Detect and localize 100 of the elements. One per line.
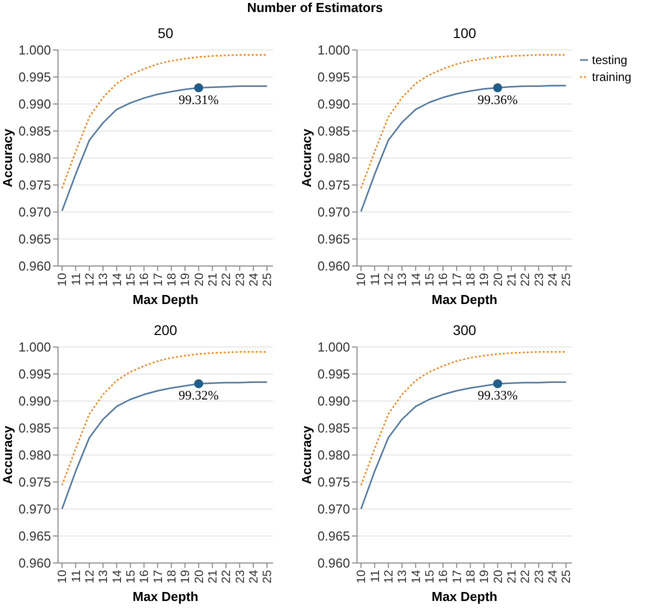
y-tick-label: 0.965 [317,528,350,544]
y-tick-label: 0.980 [18,150,51,166]
x-tick-label: 14 [110,570,124,584]
y-axis-title: Accuracy [0,128,15,188]
y-tick-label: 0.970 [317,204,350,220]
annotation: 99.32% [178,388,219,403]
annotation: 99.31% [178,92,219,107]
x-tick-label: 18 [164,570,179,584]
y-tick-label: 1.000 [317,42,350,58]
line-series [360,54,567,189]
x-axis-title: Max Depth [132,589,198,604]
y-tick-label: 0.965 [18,528,51,544]
annotation: 99.33% [478,388,518,403]
x-tick-label: 11 [68,570,83,582]
x-tick-label: 13 [96,570,110,584]
y-tick-label: 0.980 [317,150,350,166]
x-tick-label: 17 [150,570,165,584]
x-tick-label: 10 [55,570,70,584]
x-tick-label: 16 [137,570,152,584]
x-tick-label: 19 [477,570,492,584]
y-tick-label: 0.990 [18,96,51,112]
line-series [360,84,567,212]
legend-label: testing [592,53,628,68]
x-tick-label: 18 [164,272,179,286]
x-tick-label: 25 [260,570,274,584]
y-tick-label: 0.970 [18,204,51,220]
x-tick-label: 15 [124,570,138,584]
x-tick-label: 18 [464,272,478,286]
y-tick-label: 0.985 [18,124,51,139]
x-tick-label: 16 [436,272,450,286]
x-tick-label: 22 [219,570,234,584]
y-tick-label: 0.960 [317,258,350,274]
y-tick-label: 0.965 [317,232,350,247]
x-tick-label: 24 [246,272,261,286]
y-tick-label: 0.975 [18,474,51,490]
x-axis-title: Max Depth [132,292,198,307]
x-tick-label: 23 [232,272,247,286]
y-axis-title: Accuracy [0,424,15,484]
line-series [61,54,268,189]
x-tick-label: 13 [395,272,410,286]
y-tick-label: 0.960 [18,258,51,274]
chart-title: 300 [452,322,476,338]
x-tick-label: 21 [206,570,220,584]
y-axis-title: Accuracy [299,424,314,484]
y-tick-label: 0.995 [18,70,51,85]
x-tick-label: 23 [232,570,247,584]
y-tick-label: 0.960 [18,556,51,571]
y-tick-label: 0.970 [18,502,51,517]
x-tick-label: 19 [477,272,492,286]
y-tick-label: 1.000 [317,340,350,355]
y-tick-label: 0.995 [317,366,350,382]
legend-label: training [592,70,632,84]
x-tick-label: 19 [178,570,192,584]
y-tick-label: 0.960 [317,556,350,571]
x-tick-label: 13 [395,570,410,584]
y-tick-label: 0.970 [317,502,350,517]
x-tick-label: 15 [422,272,437,286]
x-tick-label: 15 [422,570,437,584]
text: Number of Estimators [247,0,383,15]
line-series [61,351,268,486]
x-tick-label: 12 [382,272,396,286]
y-tick-label: 0.985 [317,124,350,139]
y-tick-label: 0.990 [18,394,51,409]
annotation: 99.36% [478,92,518,107]
x-tick-label: 24 [546,272,560,286]
x-tick-label: 25 [260,272,274,286]
y-tick-label: 0.985 [317,420,350,436]
x-axis-title: Max Depth [432,589,498,604]
chart-title: 200 [154,322,178,338]
y-tick-label: 0.965 [18,232,51,247]
y-tick-label: 0.995 [317,70,350,85]
x-tick-label: 20 [192,272,206,286]
x-tick-label: 17 [150,272,165,286]
y-tick-label: 0.990 [317,96,350,112]
chart-title: 100 [452,25,476,41]
x-tick-label: 23 [532,272,546,286]
x-tick-label: 15 [124,272,138,286]
x-tick-label: 17 [450,272,464,286]
x-tick-label: 25 [559,570,574,584]
y-tick-label: 0.995 [18,366,51,382]
x-tick-label: 12 [82,272,97,286]
x-tick-label: 12 [82,570,97,584]
y-tick-label: 0.980 [18,448,51,463]
x-tick-label: 22 [518,570,532,584]
x-tick-label: 10 [354,272,368,286]
y-axis-title: Accuracy [299,128,314,188]
x-tick-label: 16 [137,272,152,286]
x-tick-label: 21 [206,272,220,286]
x-tick-label: 23 [532,570,546,584]
x-tick-label: 13 [96,272,110,286]
x-tick-label: 21 [504,570,519,584]
x-tick-label: 14 [110,272,124,286]
x-tick-label: 17 [450,570,464,584]
x-tick-label: 12 [382,570,396,584]
x-tick-label: 14 [408,272,423,286]
x-tick-label: 19 [178,272,192,286]
x-tick-label: 24 [246,570,261,584]
x-tick-label: 20 [490,272,505,286]
y-tick-label: 0.975 [18,178,51,193]
x-tick-label: 24 [546,570,560,584]
